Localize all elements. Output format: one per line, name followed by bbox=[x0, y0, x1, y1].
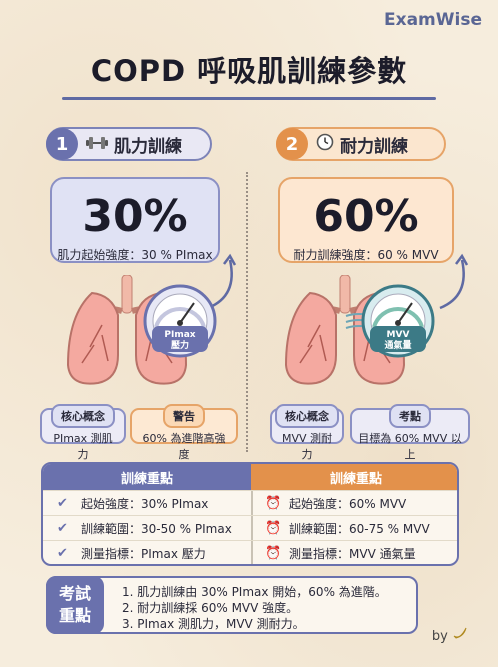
row-text: 起始強度：30% PImax bbox=[81, 496, 209, 511]
table-row: ✔ 測量指標：PImax 壓力 bbox=[43, 540, 251, 564]
gauge-label: 通氣量 bbox=[384, 339, 411, 351]
section-number: 1 bbox=[46, 128, 78, 160]
exam-item: 1. 肌力訓練由 30% PImax 開始，60% 為進階。 bbox=[122, 585, 387, 599]
strength-intensity-box: 30% 肌力起始強度：30 % PImax bbox=[50, 177, 220, 263]
alarm-clock-icon: ⏰ bbox=[265, 545, 282, 561]
table-row: ⏰ 訓練範圍：60-75 % MVV bbox=[251, 515, 457, 540]
section-label: 耐力訓練 bbox=[340, 136, 408, 157]
tag-text: 60% 為進階高強度 bbox=[142, 432, 226, 461]
brand-logo: ExamWise bbox=[384, 10, 482, 30]
table-row: ✔ 訓練範圍：30-50 % PImax bbox=[43, 515, 251, 540]
title-underline bbox=[62, 97, 436, 100]
strength-percent: 30% bbox=[82, 191, 188, 242]
gauge-label: 壓力 bbox=[171, 339, 189, 351]
column-divider bbox=[251, 464, 253, 564]
gauge-label: PImax bbox=[164, 330, 195, 340]
exam-badge: 考試 重點 bbox=[46, 576, 104, 634]
section-number: 2 bbox=[276, 128, 308, 160]
check-circle-icon: ✔ bbox=[57, 545, 68, 561]
signature-text: by bbox=[431, 629, 448, 644]
ventilation-gauge-icon: MVV 通氣量 bbox=[361, 284, 435, 358]
training-summary-table: 訓練重點 ✔ 起始強度：30% PImax ✔ 訓練範圍：30-50 % PIm… bbox=[41, 462, 459, 566]
exam-items: 1. 肌力訓練由 30% PImax 開始，60% 為進階。 2. 耐力訓練採 … bbox=[122, 584, 387, 632]
section-pill-endurance: 2 耐力訓練 bbox=[276, 127, 446, 161]
clock-icon bbox=[316, 133, 334, 155]
banana-icon bbox=[452, 627, 468, 644]
tag-text: MVV 測耐力 bbox=[281, 432, 333, 461]
curved-arrow-icon bbox=[439, 253, 469, 310]
page-title: COPD 呼吸肌訓練參數 bbox=[90, 54, 408, 88]
section-pill-strength: 1 肌力訓練 bbox=[46, 127, 212, 161]
badge-line: 重點 bbox=[58, 606, 91, 625]
column-header: 訓練重點 bbox=[43, 464, 251, 490]
row-text: 訓練範圍：30-50 % PImax bbox=[81, 521, 232, 536]
dumbbell-icon bbox=[86, 135, 108, 154]
tag-text: 目標為 60% MVV 以上 bbox=[358, 432, 462, 461]
signature: by bbox=[432, 626, 468, 644]
table-row: ✔ 起始強度：30% PImax bbox=[43, 490, 251, 515]
concept-tag: 核心概念 PImax 測肌力 bbox=[40, 404, 126, 461]
column-header: 訓練重點 bbox=[251, 464, 457, 490]
exam-point-tag: 考點 目標為 60% MVV 以上 bbox=[350, 404, 470, 461]
row-text: 測量指標：PImax 壓力 bbox=[81, 546, 206, 561]
tag-heading: 核心概念 bbox=[51, 404, 115, 428]
exam-item: 2. 耐力訓練採 60% MVV 強度。 bbox=[122, 601, 299, 615]
row-text: 起始強度：60% MVV bbox=[289, 496, 407, 511]
endurance-intensity-box: 60% 耐力訓練強度：60 % MVV bbox=[278, 177, 454, 263]
alarm-clock-icon: ⏰ bbox=[265, 520, 282, 536]
tag-heading: 警告 bbox=[163, 404, 205, 428]
endurance-percent: 60% bbox=[313, 191, 419, 242]
gauge-label: MVV bbox=[387, 330, 410, 340]
tag-text: PImax 測肌力 bbox=[53, 432, 113, 461]
exam-key-points: 考試 重點 1. 肌力訓練由 30% PImax 開始，60% 為進階。 2. … bbox=[46, 576, 418, 634]
badge-line: 考試 bbox=[58, 584, 91, 603]
row-text: 測量指標：MVV 通氣量 bbox=[289, 546, 416, 561]
tag-heading: 核心概念 bbox=[275, 404, 339, 428]
section-label: 肌力訓練 bbox=[114, 136, 182, 157]
check-circle-icon: ✔ bbox=[57, 520, 68, 536]
exam-item: 3. PImax 測肌力，MVV 測耐力。 bbox=[122, 617, 305, 631]
tag-heading: 考點 bbox=[389, 404, 431, 428]
pressure-gauge-icon: PImax 壓力 bbox=[143, 284, 217, 358]
center-divider bbox=[246, 172, 248, 452]
warning-tag: 警告 60% 為進階高強度 bbox=[130, 404, 238, 461]
concept-tag: 核心概念 MVV 測耐力 bbox=[270, 404, 344, 461]
check-circle-icon: ✔ bbox=[57, 495, 68, 511]
endurance-column: 訓練重點 ⏰ 起始強度：60% MVV ⏰ 訓練範圍：60-75 % MVV ⏰… bbox=[251, 464, 457, 564]
row-text: 訓練範圍：60-75 % MVV bbox=[289, 521, 430, 536]
table-row: ⏰ 起始強度：60% MVV bbox=[251, 490, 457, 515]
strength-caption: 肌力起始強度：30 % PImax bbox=[57, 248, 213, 262]
strength-column: 訓練重點 ✔ 起始強度：30% PImax ✔ 訓練範圍：30-50 % PIm… bbox=[43, 464, 251, 564]
table-row: ⏰ 測量指標：MVV 通氣量 bbox=[251, 540, 457, 564]
alarm-clock-icon: ⏰ bbox=[265, 495, 282, 511]
endurance-caption: 耐力訓練強度：60 % MVV bbox=[293, 248, 439, 262]
